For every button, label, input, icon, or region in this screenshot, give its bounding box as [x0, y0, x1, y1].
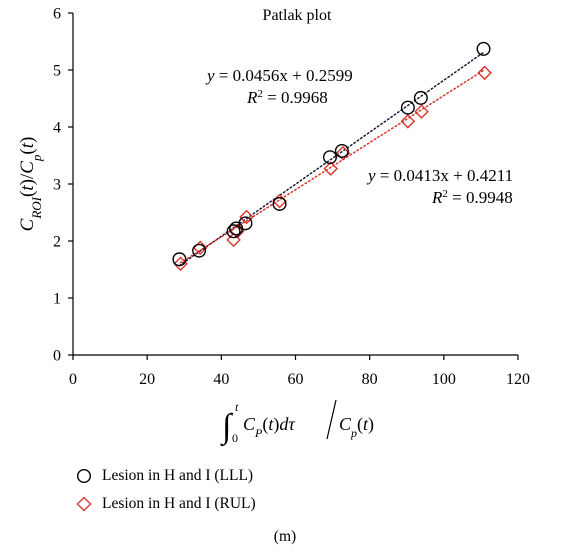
- x-ticks: 0 20 40 60 80 100 120: [69, 355, 530, 388]
- lll-equation: y = 0.0456x + 0.2599: [205, 66, 353, 85]
- x-tick-label: 80: [362, 371, 378, 388]
- y-tick-label: 0: [53, 348, 61, 365]
- x-tick-label: 40: [213, 371, 229, 388]
- data-point-rul: [477, 65, 492, 81]
- legend: Lesion in H and I (LLL) Lesion in H and …: [76, 462, 256, 518]
- diamond-marker-icon: [76, 496, 92, 512]
- svg-text:CP(t)dτ: CP(t)dτ: [243, 414, 295, 440]
- svg-text:∫: ∫: [220, 408, 234, 447]
- y-tick-label: 6: [53, 6, 61, 23]
- data-points: [172, 41, 492, 272]
- patlak-chart: Patlak plot 0 20 40 60 80 100 120 0 1 2 3 4 5 6 y = …: [17, 6, 530, 448]
- data-point-lll: [476, 41, 491, 56]
- y-tick-label: 2: [53, 234, 61, 251]
- y-tick-label: 3: [53, 177, 61, 194]
- data-point-lll: [192, 243, 207, 258]
- legend-label-lll: Lesion in H and I (LLL): [102, 467, 254, 484]
- data-point-lll: [238, 216, 253, 231]
- data-point-lll: [226, 224, 241, 239]
- data-point-lll: [172, 252, 187, 267]
- svg-text:0: 0: [232, 431, 238, 445]
- lll-r2: R2 = 0.9968: [246, 88, 328, 107]
- figure-caption: (m): [273, 528, 297, 545]
- data-point-rul: [239, 209, 254, 225]
- data-point-rul: [400, 114, 416, 129]
- trendline-rul: [179, 68, 486, 264]
- data-point-lll: [272, 196, 287, 211]
- y-tick-label: 4: [53, 120, 61, 137]
- svg-text:t: t: [235, 400, 239, 414]
- svg-text:Cp(t): Cp(t): [339, 414, 374, 440]
- rul-equation: y = 0.0413x + 0.4211: [366, 166, 513, 185]
- legend-item-rul: Lesion in H and I (RUL): [76, 490, 256, 518]
- legend-item-lll: Lesion in H and I (LLL): [76, 462, 256, 490]
- data-point-rul: [335, 145, 351, 161]
- legend-label-rul: Lesion in H and I (RUL): [102, 495, 256, 512]
- y-ticks: 0 1 2 3 4 5 6: [53, 6, 73, 365]
- x-tick-label: 20: [139, 371, 155, 388]
- x-tick-label: 100: [432, 371, 456, 388]
- data-point-rul: [323, 161, 339, 176]
- circle-marker-icon: [76, 468, 92, 484]
- x-tick-label: 0: [69, 371, 77, 388]
- x-tick-label: 60: [288, 371, 304, 388]
- data-point-lll: [322, 150, 337, 165]
- y-tick-label: 1: [53, 291, 61, 308]
- y-axis-label: CROI(t)/Cp(t): [17, 137, 44, 232]
- x-tick-label: 120: [506, 371, 530, 388]
- data-point-lll: [413, 90, 428, 105]
- data-point-rul: [229, 224, 245, 239]
- data-point-lll: [334, 143, 349, 158]
- y-tick-label: 5: [53, 63, 61, 80]
- chart-title: Patlak plot: [263, 7, 332, 24]
- rul-r2: R2 = 0.9948: [431, 188, 513, 207]
- data-point-rul: [414, 104, 429, 119]
- data-point-lll: [400, 100, 415, 115]
- x-axis-label: ∫ t 0 CP(t)dτ Cp(t): [220, 399, 374, 447]
